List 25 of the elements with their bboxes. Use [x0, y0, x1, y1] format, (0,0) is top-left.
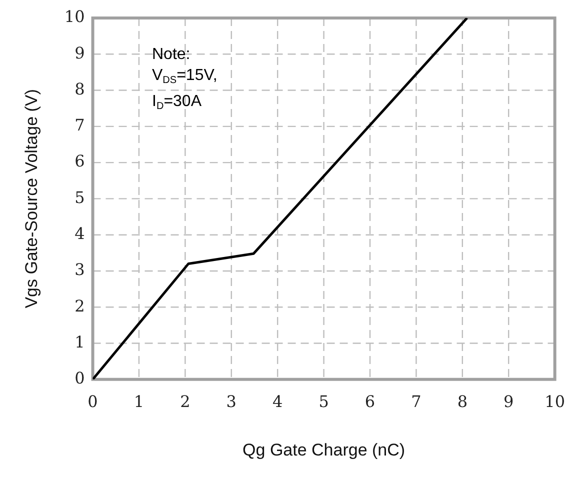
y-tick-label: 7	[74, 116, 85, 135]
x-tick-label: 4	[272, 392, 283, 412]
y-tick-label: 3	[74, 260, 85, 280]
x-tick-label: 1	[134, 392, 144, 412]
text: Note: V$_{DS}$=15V, I$_{D}$=30A	[152, 46, 218, 112]
y-tick-label: 6	[74, 152, 85, 171]
y-tick-label: 1	[74, 332, 85, 352]
x-tick-label: 10	[544, 392, 565, 412]
y-tick-label: 9	[74, 43, 85, 62]
x-tick-label: 2	[180, 392, 190, 412]
x-tick-label: 7	[411, 392, 422, 412]
x-tick-label: 6	[364, 392, 376, 412]
y-tick-label: 0	[74, 368, 85, 388]
y-tick-label: 5	[74, 188, 85, 207]
y-tick-label: 2	[74, 296, 85, 316]
x-tick-label: 9	[504, 392, 514, 412]
y-tick-label: 8	[74, 79, 85, 98]
x-axis-title: Qg Gate Charge (nC)	[242, 440, 406, 460]
y-tick-label: 10	[64, 7, 85, 26]
y-axis-title: Vgs Gate-Source Voltage (V)	[22, 89, 41, 308]
x-tick-label: 5	[318, 392, 329, 412]
x-tick-label: 8	[457, 392, 468, 412]
x-tick-label: 3	[226, 392, 236, 412]
x-tick-label: 0	[88, 392, 98, 412]
y-tick-label: 4	[74, 224, 85, 243]
